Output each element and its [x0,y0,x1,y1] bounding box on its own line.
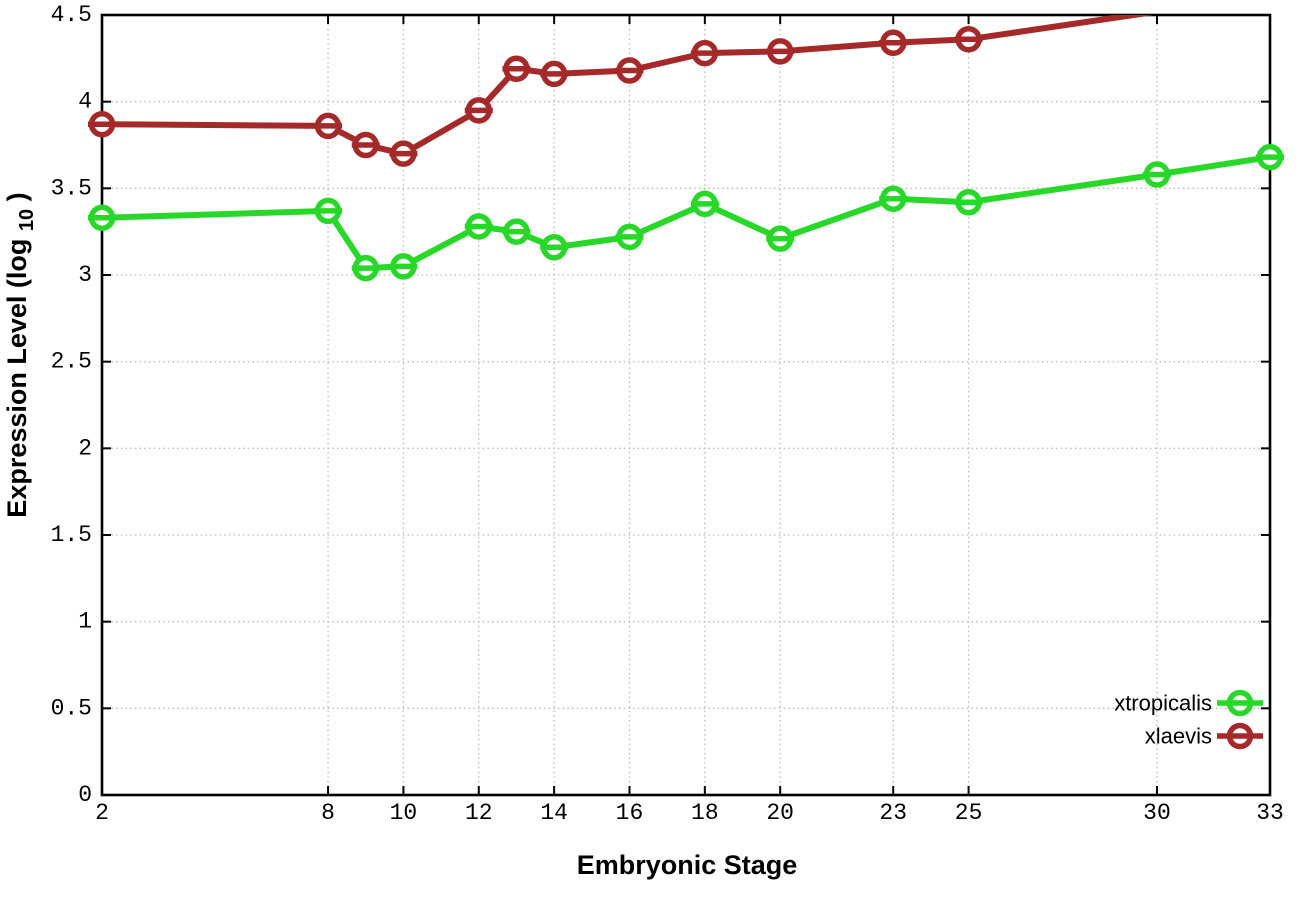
y-tick-label: 0.5 [51,695,92,721]
legend-marker-xlaevis [1217,722,1263,750]
data-point-xlaevis [879,29,908,56]
data-point-xtropicalis [615,223,644,251]
plot-border [100,13,1272,797]
y-tick-label: 2.5 [51,349,92,375]
y-axis-title-subscript: 10 [16,209,38,231]
tick-marks [101,14,1271,796]
y-tick-label: 4 [78,89,92,115]
legend-row-xlaevis: xlaevis [1145,722,1263,750]
y-tick-label: 1.5 [51,522,92,548]
tick-labels: 2 8 10 12 14 16 18 20 23 25 30 33 0 0.5 1 1.5 2 2.5 3 3.5 4 4… [51,2,1284,826]
x-tick-label: 16 [616,800,644,826]
x-tick-label: 12 [465,800,493,826]
data-point-xlaevis [351,131,380,159]
y-tick-label: 1 [78,609,92,635]
gridlines [102,15,1270,795]
y-axis-title: Expression Level (log 10 ) [2,192,39,517]
y-tick-label: 4.5 [51,2,92,28]
data-point-xtropicalis [879,185,908,212]
x-tick-label: 18 [691,800,719,826]
x-tick-label: 10 [390,800,418,826]
data-point-xtropicalis [766,225,795,252]
data-point-xlaevis [954,26,983,53]
data-point-xtropicalis [690,190,719,218]
data-point-xlaevis [540,60,569,88]
data-point-xlaevis [690,39,719,67]
y-tick-label: 0 [78,782,92,808]
data-point-xtropicalis [1256,143,1284,171]
x-tick-label: 23 [879,800,907,826]
chart-generated-layer: 2 8 10 12 14 16 18 20 23 25 30 33 0 0.5 1 1.5 2 2.5 3 3.5 4 4… [51,2,1284,826]
data-point-xtropicalis [314,197,343,225]
y-tick-label: 2 [78,435,92,461]
data-point-xlaevis [88,110,116,138]
series-line-xtropicalis [102,154,1270,272]
data-point-xlaevis [502,55,531,82]
x-tick-label: 8 [321,800,335,826]
y-tick-label: 3 [78,262,92,288]
data-point-xlaevis [389,140,418,167]
x-tick-label: 20 [766,800,794,826]
x-axis-title: Embryonic Stage [577,850,798,880]
legend: xtropicalis xlaevis [1114,689,1263,750]
x-tick-label: 33 [1256,800,1284,826]
legend-row-xtropicalis: xtropicalis [1114,689,1263,717]
data-point-xtropicalis [954,188,983,216]
data-point-xtropicalis [389,253,418,280]
data-point-xtropicalis [1142,161,1171,188]
series-line-xlaevis [102,15,1154,157]
legend-label-xtropicalis: xtropicalis [1114,691,1212,716]
y-axis-title-close: ) [2,192,32,201]
data-point-xtropicalis [540,234,569,261]
x-tick-label: 2 [95,800,109,826]
legend-marker-xtropicalis [1217,689,1263,717]
series-xlaevis [88,15,1154,167]
y-tick-label: 3.5 [51,175,92,201]
data-point-xtropicalis [502,218,531,245]
data-point-xlaevis [464,97,493,124]
legend-label-xlaevis: xlaevis [1145,724,1212,749]
data-point-xtropicalis [351,254,380,282]
series-xtropicalis [88,143,1284,282]
x-tick-label: 30 [1143,800,1171,826]
x-tick-label: 25 [955,800,983,826]
data-point-xtropicalis [88,204,116,232]
data-point-xlaevis [615,57,644,84]
data-point-xlaevis [314,112,343,140]
data-point-xlaevis [766,38,795,65]
y-axis-title-main: Expression Level (log [2,239,32,518]
x-tick-label: 14 [540,800,568,826]
data-point-xtropicalis [464,213,493,240]
